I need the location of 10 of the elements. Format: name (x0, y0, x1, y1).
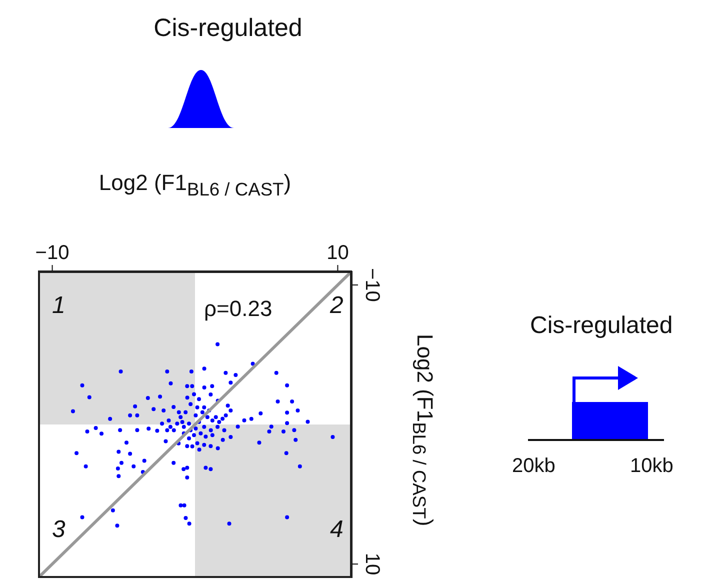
annotation: 3 (52, 516, 66, 544)
annotation: 1 (52, 292, 66, 320)
x-axis-title: Log2 (F1$_{BL6 / CAST}$) (98, 170, 292, 200)
annotation: ρ=0.23 (204, 296, 272, 322)
text: Cis-regulated (530, 312, 673, 340)
text: 10kb (630, 455, 674, 478)
text: 20kb (512, 455, 556, 478)
chart-title: Cis-regulated (152, 14, 304, 43)
annotation: 4 (330, 516, 344, 544)
annotation: 2 (330, 292, 344, 320)
